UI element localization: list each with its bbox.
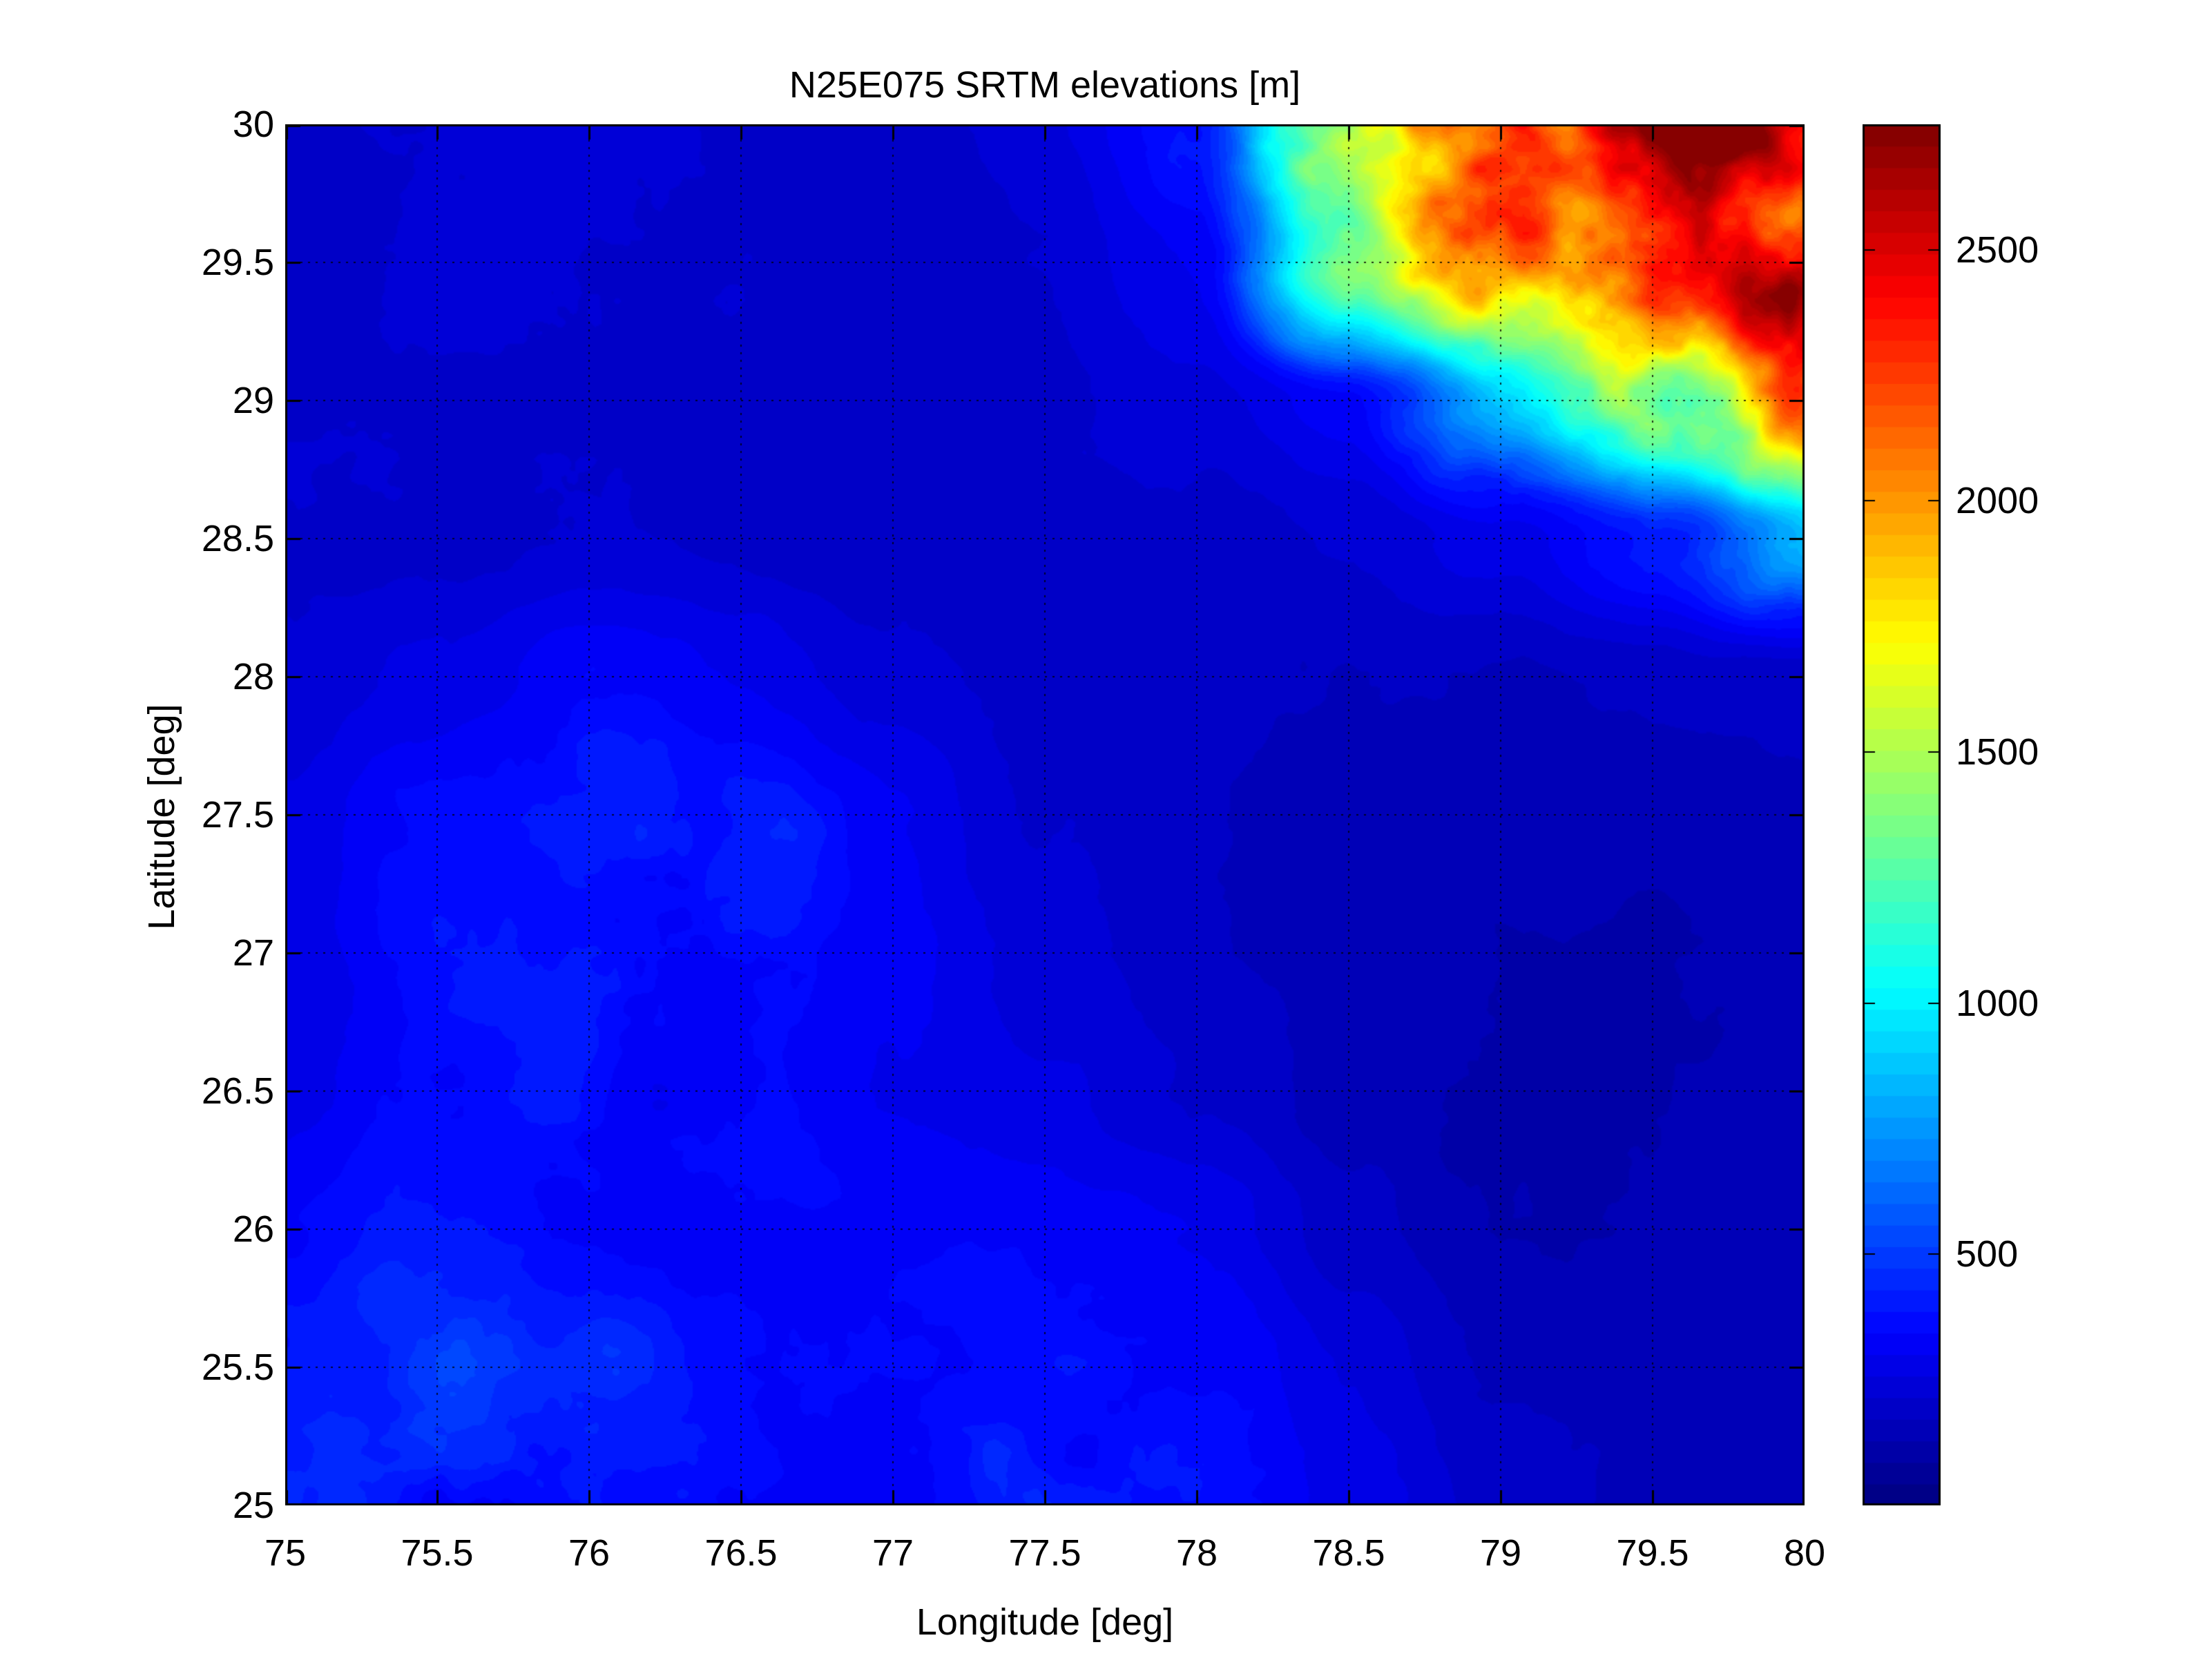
colorbar-tick-label: 2000 — [1956, 480, 2039, 522]
colorbar-tick-label: 1500 — [1956, 731, 2039, 773]
y-tick-label: 29.5 — [201, 242, 274, 283]
y-tick-label: 28 — [232, 656, 274, 697]
x-tick-label: 77 — [872, 1532, 914, 1574]
y-tick-label: 29 — [232, 380, 274, 421]
colorbar-canvas — [1863, 124, 1941, 1505]
colorbar-tick-label: 500 — [1956, 1233, 2019, 1275]
x-tick-label: 76.5 — [704, 1532, 778, 1574]
colorbar-tick-label: 2500 — [1956, 229, 2039, 271]
x-tick-label: 76 — [568, 1532, 610, 1574]
plot-title: N25E075 SRTM elevations [m] — [789, 64, 1301, 106]
y-axis-label: Latitude [deg] — [141, 704, 182, 930]
y-tick-label: 28.5 — [201, 518, 274, 559]
x-tick-label: 75.5 — [401, 1532, 474, 1574]
y-tick-label: 25.5 — [201, 1347, 274, 1388]
y-tick-label: 30 — [232, 104, 274, 145]
y-tick-label: 26.5 — [201, 1070, 274, 1112]
x-tick-label: 78 — [1175, 1532, 1218, 1574]
y-tick-label: 26 — [232, 1208, 274, 1250]
x-tick-label: 75 — [264, 1532, 307, 1574]
x-tick-label: 79 — [1479, 1532, 1522, 1574]
x-tick-label: 79.5 — [1616, 1532, 1689, 1574]
y-tick-label: 27.5 — [201, 794, 274, 836]
elevation-heatmap-canvas — [285, 124, 1805, 1505]
x-tick-label: 77.5 — [1008, 1532, 1081, 1574]
x-axis-label: Longitude [deg] — [916, 1601, 1174, 1643]
y-tick-label: 25 — [232, 1485, 274, 1526]
x-tick-label: 80 — [1783, 1532, 1826, 1574]
x-tick-label: 78.5 — [1312, 1532, 1385, 1574]
y-tick-label: 27 — [232, 932, 274, 974]
colorbar-tick-label: 1000 — [1956, 982, 2039, 1024]
